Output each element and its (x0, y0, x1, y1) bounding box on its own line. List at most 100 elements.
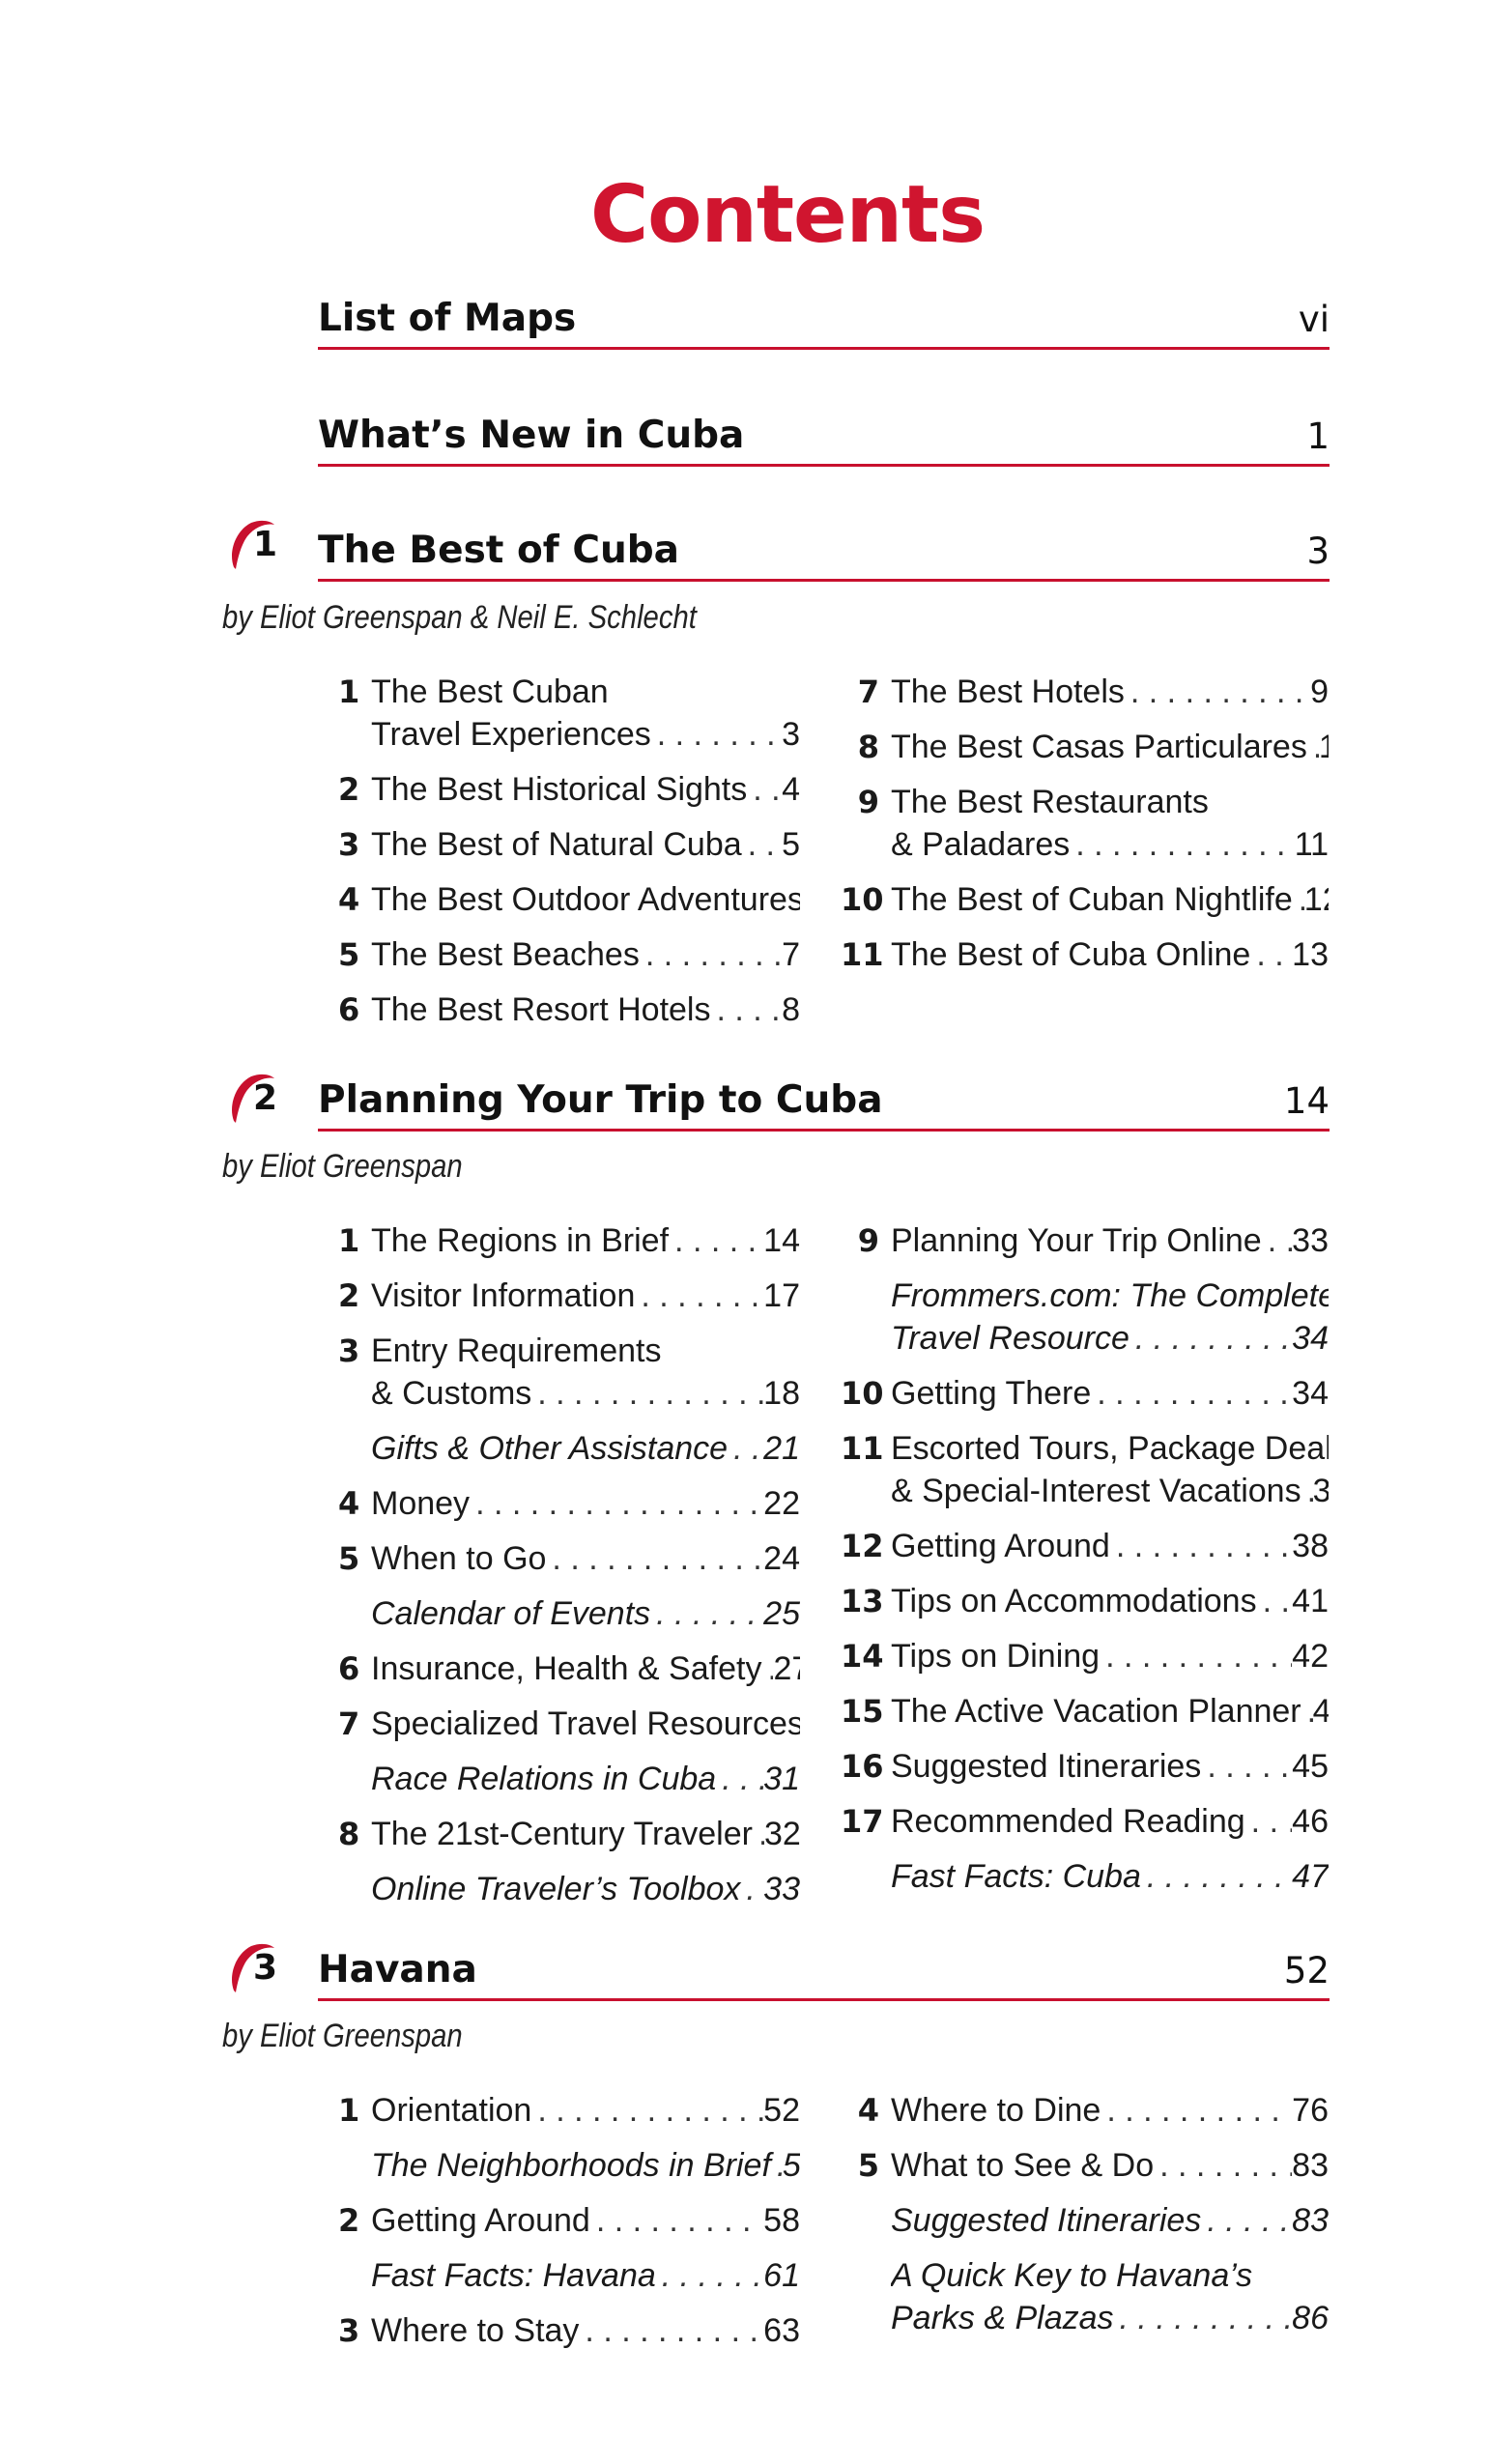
entry-page: 10 (1318, 729, 1329, 765)
chapter-3-left-column: 1 Orientation 52 The Neighborhoods in Brief… (338, 2089, 800, 2352)
entry-text: Suggested Itineraries 45 (891, 1745, 1329, 1788)
sub-entry[interactable]: Calendar of Events 25 (338, 1592, 800, 1635)
entry-gap (841, 2187, 1329, 2199)
entry-text: The Best Hotels 9 (891, 671, 1329, 713)
toc-entry[interactable]: 3 The Best of Natural Cuba 5 (338, 823, 800, 866)
toc-entry[interactable]: 5 What to See & Do 83 (841, 2144, 1329, 2187)
toc-entry[interactable]: 5 When to Go 24 (338, 1537, 800, 1580)
entry-line: Fast Facts: Cuba 47 (891, 1855, 1329, 1898)
entry-title: Suggested Itineraries (891, 1748, 1202, 1785)
entry-line: Specialized Travel Resources30 (371, 1703, 800, 1745)
toc-entry[interactable]: 3 Where to Stay 63 (338, 2309, 800, 2352)
entry-text: Insurance, Health & Safety 27 (371, 1647, 800, 1690)
entry-gap (841, 1262, 1329, 1275)
toc-entry[interactable]: 4 Money 22 (338, 1482, 800, 1525)
toc-entry[interactable]: 3 Entry Requirements & Customs 18 (338, 1330, 800, 1415)
chapter-3-heading[interactable]: Havana 52 (318, 1943, 1330, 2001)
entry-title: & Paladares (891, 826, 1071, 863)
chapter-1-heading[interactable]: The Best of Cuba 3 (318, 524, 1330, 582)
entry-line: Fast Facts: Havana 61 (371, 2254, 800, 2297)
toc-entry[interactable]: 7 Specialized Travel Resources30 (338, 1703, 800, 1745)
toc-entry[interactable]: 1 Orientation 52 (338, 2089, 800, 2132)
entry-page: 55 (782, 2147, 800, 2184)
toc-entry[interactable]: 2 Getting Around 58 (338, 2199, 800, 2242)
entry-number: 13 (841, 1583, 884, 1619)
entry-number: 1 (338, 2092, 360, 2129)
entry-text: The Best Beaches 7 (371, 933, 800, 976)
entry-gap (338, 1415, 800, 1427)
whats-new-link-title: What’s New in Cuba (318, 414, 745, 457)
entry-text: Planning Your Trip Online 33 (891, 1219, 1329, 1262)
entry-text: The Best Cuban Travel Experiences 3 (371, 671, 800, 756)
toc-entry[interactable]: 8 The Best Casas Particulares 10 (841, 726, 1329, 768)
toc-entry[interactable]: 6 The Best Resort Hotels 8 (338, 988, 800, 1031)
entry-page: 18 (763, 1375, 800, 1412)
whats-new-link[interactable]: What’s New in Cuba 1 (318, 409, 1330, 467)
sub-entry[interactable]: Fast Facts: Havana 61 (338, 2254, 800, 2297)
toc-entry[interactable]: 6 Insurance, Health & Safety 27 (338, 1647, 800, 1690)
entry-page: 9 (1310, 673, 1329, 710)
entry-line: Suggested Itineraries 83 (891, 2199, 1329, 2242)
entry-text: Where to Dine 76 (891, 2089, 1329, 2132)
entry-number: 5 (857, 2147, 879, 2184)
sub-entry[interactable]: The Neighborhoods in Brief 55 (338, 2144, 800, 2187)
toc-entry[interactable]: 8 The 21st-Century Traveler 32 (338, 1813, 800, 1855)
entry-number: 10 (841, 881, 884, 918)
sub-entry[interactable]: Fast Facts: Cuba 47 (841, 1855, 1329, 1898)
entry-gap (841, 1415, 1329, 1427)
entry-line: Getting There 34 (891, 1372, 1329, 1415)
toc-entry[interactable]: 4 The Best Outdoor Adventures6 (338, 878, 800, 921)
sub-entry[interactable]: Race Relations in Cuba 31 (338, 1758, 800, 1800)
entry-line: The Best Resort Hotels 8 (371, 988, 800, 1031)
chapter-2-heading[interactable]: Planning Your Trip to Cuba 14 (318, 1074, 1330, 1132)
entry-line: The Best Casas Particulares 10 (891, 726, 1329, 768)
toc-entry[interactable]: 2 Visitor Information 17 (338, 1275, 800, 1317)
sub-entry[interactable]: Online Traveler’s Toolbox 33 (338, 1868, 800, 1910)
entry-line: Money 22 (371, 1482, 800, 1525)
entry-number: 7 (338, 1705, 360, 1742)
entry-line: Suggested Itineraries 45 (891, 1745, 1329, 1788)
entry-text: The Regions in Brief 14 (371, 1219, 800, 1262)
entry-title: Gifts & Other Assistance (371, 1430, 729, 1467)
sub-entry[interactable]: Frommers.com: The Complete Travel Resourc… (841, 1275, 1329, 1360)
sub-entry[interactable]: Suggested Itineraries 83 (841, 2199, 1329, 2242)
entry-number: 2 (338, 1277, 360, 1314)
entry-page: 3 (782, 716, 800, 753)
toc-entry[interactable]: 1 The Regions in Brief 14 (338, 1219, 800, 1262)
sub-entry[interactable]: Gifts & Other Assistance 21 (338, 1427, 800, 1470)
toc-entry[interactable]: 2 The Best Historical Sights 4 (338, 768, 800, 811)
entry-number: 4 (338, 881, 360, 918)
toc-entry[interactable]: 9 The Best Restaurants & Paladares 11 (841, 781, 1329, 866)
entry-line: Travel Experiences 3 (371, 713, 800, 756)
entry-title: Money (371, 1485, 471, 1522)
whats-new-link-page: 1 (1306, 415, 1330, 457)
entry-number: 4 (857, 2092, 879, 2129)
leader-dots (650, 1592, 763, 1635)
entry-text: The 21st-Century Traveler 32 (371, 1813, 800, 1855)
leader-dots (1201, 1745, 1292, 1788)
entry-number (338, 1592, 359, 1635)
sub-entry[interactable]: A Quick Key to Havana’s Parks & Plazas 86 (841, 2254, 1329, 2339)
list-of-maps-link[interactable]: List of Maps vi (318, 292, 1330, 350)
toc-entry[interactable]: 5 The Best Beaches 7 (338, 933, 800, 976)
entry-title: Fast Facts: Havana (371, 2257, 656, 2294)
entry-page: 83 (1292, 2202, 1329, 2239)
toc-entry[interactable]: 7 The Best Hotels 9 (841, 671, 1329, 713)
toc-entry[interactable]: 9 Planning Your Trip Online 33 (841, 1219, 1329, 1262)
entry-line: Where to Stay 63 (371, 2309, 800, 2352)
leader-dots (753, 1813, 764, 1855)
toc-entry[interactable]: 1 The Best Cuban Travel Experiences 3 (338, 671, 800, 756)
toc-entry[interactable]: 11 Escorted Tours, Package Deals & Special… (841, 1427, 1329, 1512)
leader-dots (761, 1647, 773, 1690)
toc-entry[interactable]: 4 Where to Dine 76 (841, 2089, 1329, 2132)
entry-title: Parks & Plazas (891, 2300, 1114, 2336)
